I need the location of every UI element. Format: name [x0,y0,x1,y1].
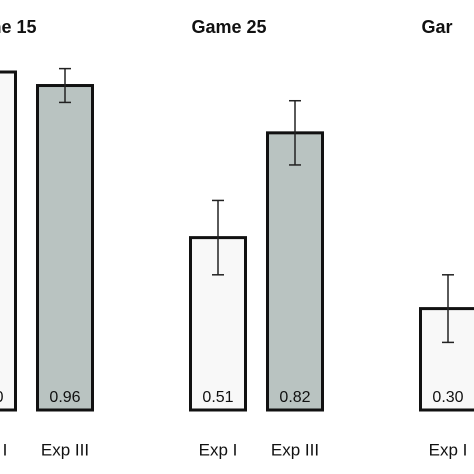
x-tick-label: Exp I [429,440,468,459]
x-tick-label: Exp I [0,440,7,459]
value-label: 0.30 [432,389,463,406]
bar [36,84,94,412]
group-title: Gar [422,17,453,37]
group-title: Game 15 [0,17,37,37]
bar [0,70,17,412]
value-label: 0.96 [49,389,80,406]
x-tick-label: Exp III [41,440,89,459]
group-title: Game 25 [192,17,267,37]
value-label: 1.00 [0,389,4,406]
bar [266,131,324,412]
value-label: 0.51 [202,389,233,406]
x-tick-label: Exp III [271,440,319,459]
value-label: 0.82 [279,389,310,406]
x-tick-label: Exp I [199,440,238,459]
